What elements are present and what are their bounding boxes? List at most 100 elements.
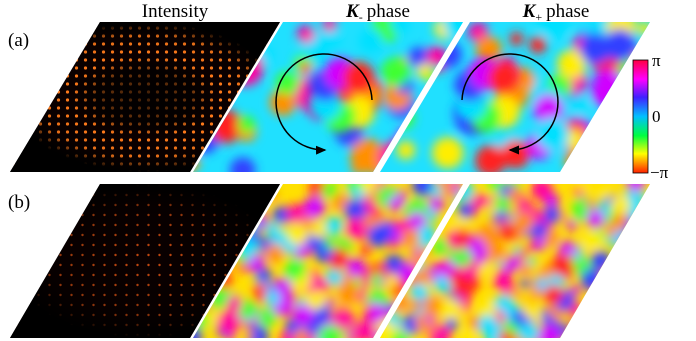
phase-blob [611,137,629,155]
phase-blob [625,184,646,192]
phase-blob [348,184,363,190]
row-label: (b) [8,192,30,213]
phase-blob [645,279,650,298]
phase-blob [610,319,628,337]
phase-blob [256,267,272,283]
phase-blob [275,71,300,96]
phase-blob [360,282,369,292]
phase-blob [284,259,306,281]
phase-blob [531,184,553,201]
phase-blob [299,62,312,75]
phase-blob [498,330,513,338]
phase-blob [252,290,266,303]
phase-blob [601,282,623,305]
phase-blob [568,320,585,337]
phase-blob [229,157,256,172]
phase-blob [292,303,314,325]
phase-blob [445,318,458,331]
phase-blob [628,331,647,338]
phase-blob [424,281,433,290]
phase-blob [390,22,410,34]
phase-blob [537,22,570,39]
phase-blob [254,282,264,292]
colorbar-label: π [652,51,661,70]
phase-blob [258,308,276,327]
phase-blob [622,260,644,282]
phase-blob [206,310,220,324]
phase-blob [621,284,636,299]
phase-blob [603,314,617,328]
colorbar [632,59,649,174]
phase-blob [610,320,620,330]
phase-blob [477,314,498,336]
header: K-phase [345,1,410,24]
phase-blob [323,30,341,48]
header-text: phase [546,1,589,22]
phase-blob [244,330,254,338]
phase-blob [413,266,432,285]
arrow [275,53,373,155]
phase-blob [457,202,474,219]
phase-blob [381,57,411,87]
phase-blob [518,322,539,338]
phase-blob [543,284,564,305]
phase-blob [531,237,546,252]
phase-blob [342,273,351,282]
phase-blob [630,256,650,281]
phase-blob [638,233,650,254]
subscript: + [535,10,542,24]
header: Intensity [142,1,209,22]
phase-blob [531,312,543,323]
phase-blob [428,324,451,338]
phase-blob [324,267,344,287]
phase-blob [430,238,447,255]
phase-blob [493,196,510,212]
phase-blob [513,291,522,300]
phase-blob [237,115,256,134]
phase-blob [454,228,473,247]
phase-blob [286,223,309,245]
phase-blob [606,236,616,245]
phase-blob [359,184,377,194]
phase-blob [635,228,650,252]
phase-blob [621,238,636,253]
phase-blob [274,277,292,295]
phase-blob [647,296,650,315]
phase-blob [612,296,626,310]
phase-blob [638,22,650,36]
phase-blob [517,195,528,206]
phase-blob [551,254,574,277]
phase-blob [296,25,315,43]
phase-blob [318,279,331,292]
phase-blob [634,242,650,260]
phase-blob [387,196,403,212]
phase-blob [322,22,337,33]
phase-blob [598,188,610,200]
phase-blob [369,272,383,287]
phase-blob [362,308,373,318]
phase-blob [429,184,442,197]
phase-blob [620,259,634,273]
phase-blob [337,283,360,305]
phase-blob [645,192,650,201]
phase-blob [531,222,548,239]
phase-blob [590,76,623,108]
phase-blob [571,304,585,318]
phase-blob [651,314,660,323]
phase-blob [629,325,643,338]
phase-blob [577,311,592,325]
phase-blob [529,288,541,300]
phase-blob [638,307,648,317]
phase-blob [431,137,464,169]
phase-blob [426,45,448,67]
phase-blob [351,320,374,338]
phase-blob [566,219,578,231]
phase-blob [603,266,628,290]
phase-blob [216,310,241,334]
phase-blob [631,314,650,337]
phase-blob [332,308,355,332]
phase-blob [357,292,369,303]
phase-blob [579,154,609,172]
phase-blob [599,283,615,299]
